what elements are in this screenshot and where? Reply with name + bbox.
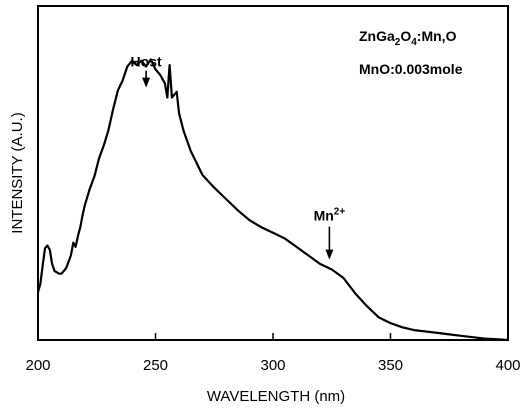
mn-annotation-superscript: 2+ (334, 207, 346, 218)
host-arrow-head (142, 78, 150, 88)
x-ticks (38, 333, 508, 340)
x-tick-label: 400 (495, 357, 520, 374)
mn-annotation-text: Mn (314, 208, 334, 224)
composition-part-3: :Mn,O (417, 28, 457, 44)
host-arrow (142, 71, 150, 88)
host-annotation-label: Host (131, 54, 162, 70)
x-tick-label: 300 (260, 357, 285, 374)
intensity-curve (38, 59, 508, 340)
y-axis-title: INTENSITY (A.U.) (9, 112, 26, 233)
plot-frame (38, 6, 508, 340)
composition-label: ZnGa2O4:Mn,O (359, 28, 457, 48)
x-axis-title: WAVELENGTH (nm) (207, 388, 345, 405)
mno-concentration-label: MnO:0.003mole (359, 61, 463, 77)
x-tick-label: 350 (378, 357, 403, 374)
mn-arrow (325, 227, 333, 260)
mn-arrow-head (325, 250, 333, 260)
mn-annotation-label: Mn2+ (314, 207, 346, 224)
x-tick-labels: 200 250 300 350 400 (25, 357, 520, 374)
composition-part-2: O (400, 28, 411, 44)
x-tick-label: 200 (25, 357, 50, 374)
composition-part-1: ZnGa (359, 28, 395, 44)
x-tick-label: 250 (143, 357, 168, 374)
